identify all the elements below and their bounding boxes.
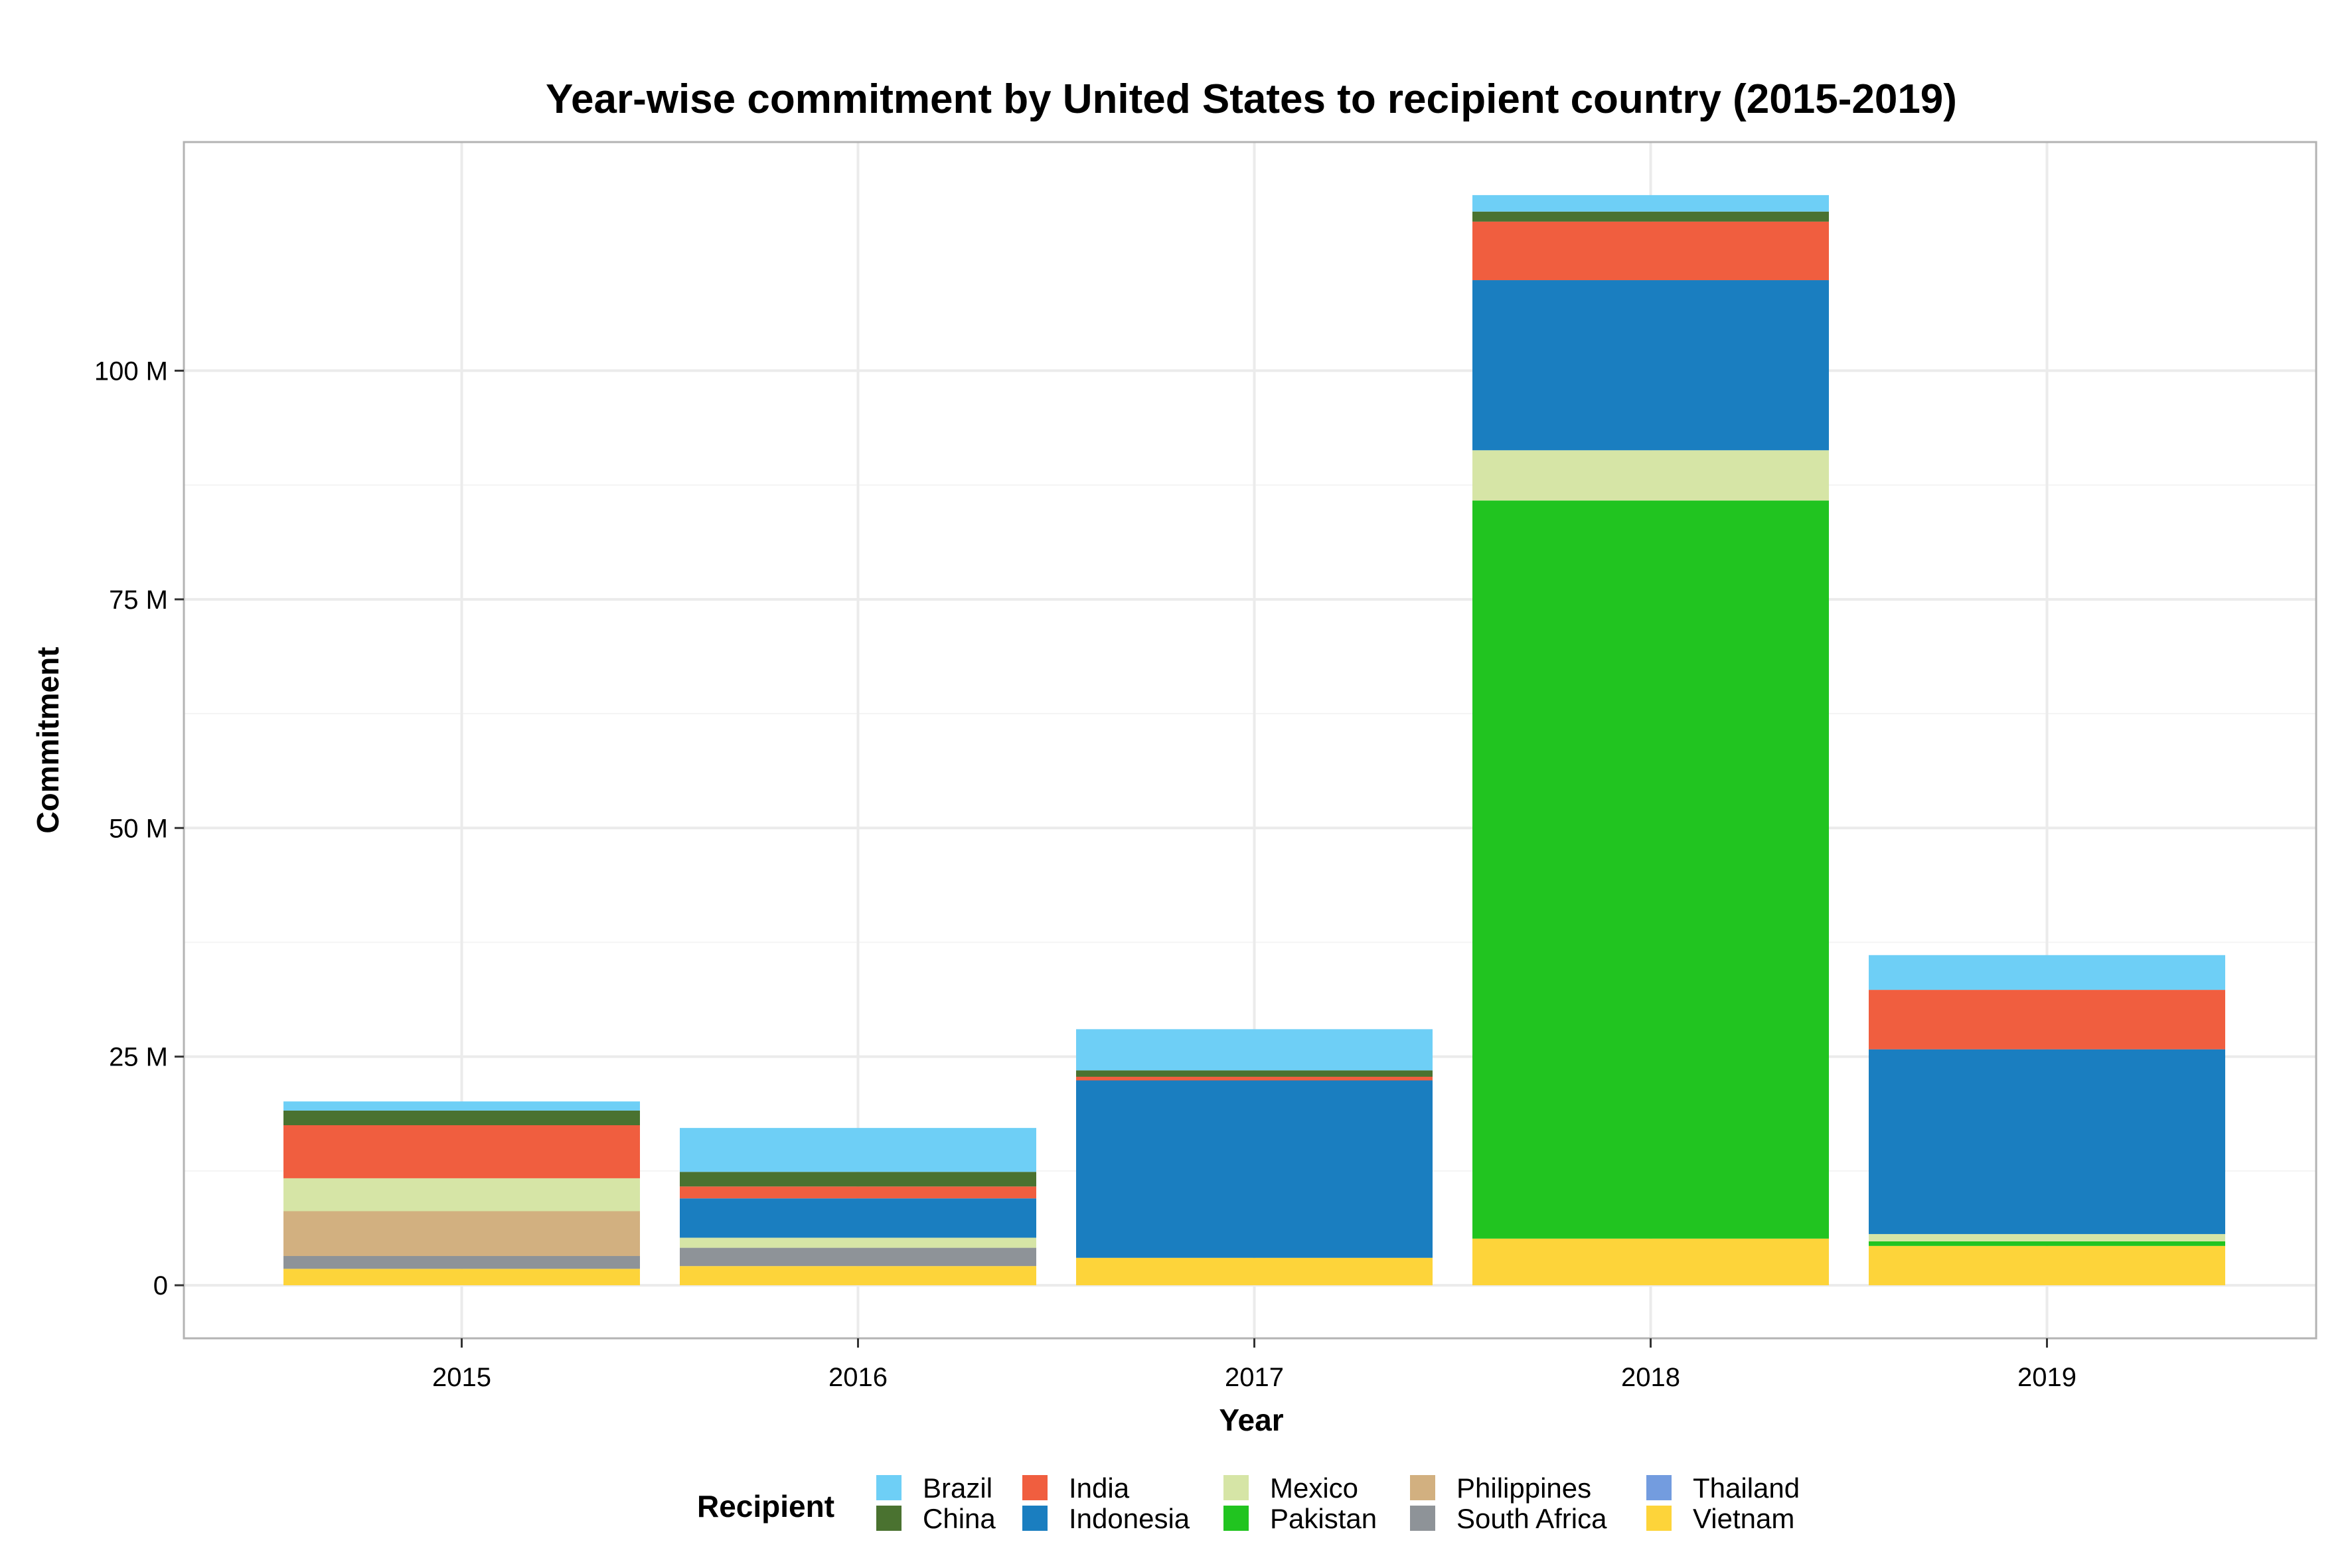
bar-segment-mexico-2015: [283, 1178, 640, 1212]
bar-segment-india-2019: [1869, 990, 2225, 1050]
bar-segment-south-africa-2016: [680, 1247, 1036, 1267]
legend-title: Recipient: [697, 1489, 834, 1524]
legend-label: Mexico: [1270, 1472, 1358, 1504]
legend-key-vietnam: [1646, 1506, 1672, 1531]
legend-key-mexico: [1223, 1475, 1249, 1500]
y-tick-label: 0: [153, 1271, 168, 1300]
bar-segment-vietnam-2016: [680, 1266, 1036, 1286]
y-axis: 0 25 M 50 M 75 M 100 M: [94, 356, 184, 1300]
bar-segment-vietnam-2018: [1472, 1238, 1829, 1286]
bar-segment-vietnam-2015: [283, 1269, 640, 1286]
bar-segment-brazil-2017: [1076, 1029, 1433, 1071]
legend-label: China: [923, 1503, 996, 1534]
legend-label: South Africa: [1456, 1503, 1607, 1534]
bar-segment-indonesia-2016: [680, 1198, 1036, 1238]
legend-label: Thailand: [1693, 1472, 1800, 1504]
legend-label: Philippines: [1456, 1472, 1591, 1504]
bar-segment-philippines-2015: [283, 1211, 640, 1257]
legend-key-brazil: [876, 1475, 902, 1500]
bar-segment-china-2015: [283, 1110, 640, 1126]
bar-segment-mexico-2019: [1869, 1233, 2225, 1241]
bar-segment-brazil-2018: [1472, 195, 1829, 212]
bar-segment-mexico-2016: [680, 1237, 1036, 1248]
plot-border: [183, 141, 2317, 1340]
bar-segment-brazil-2019: [1869, 955, 2225, 990]
legend-label: Indonesia: [1069, 1503, 1190, 1534]
x-axis: 2015 2016 2017 2018 2019: [432, 1338, 2077, 1392]
bar-segment-vietnam-2017: [1076, 1257, 1433, 1286]
y-tick-label: 25 M: [109, 1043, 168, 1072]
x-axis-title: Year: [1219, 1403, 1283, 1437]
legend-key-india: [1022, 1475, 1048, 1500]
legend-key-pakistan: [1223, 1506, 1249, 1531]
legend-key-philippines: [1410, 1475, 1435, 1500]
legend-label: Pakistan: [1270, 1503, 1377, 1534]
bar-segment-india-2017: [1076, 1076, 1433, 1081]
bar-segment-china-2017: [1076, 1070, 1433, 1077]
chart-title: Year-wise commitment by United States to…: [546, 76, 1957, 122]
legend-label: India: [1069, 1472, 1130, 1504]
bar-segment-indonesia-2017: [1076, 1080, 1433, 1258]
legend-key-thailand: [1646, 1475, 1672, 1500]
bar-segment-china-2018: [1472, 211, 1829, 222]
bar-segment-india-2015: [283, 1125, 640, 1178]
bar-segment-brazil-2016: [680, 1128, 1036, 1172]
x-tick-label: 2016: [828, 1363, 888, 1392]
bar-segment-india-2018: [1472, 221, 1829, 281]
legend-key-indonesia: [1022, 1506, 1048, 1531]
bar-segment-mexico-2018: [1472, 450, 1829, 501]
x-tick-label: 2018: [1621, 1363, 1680, 1392]
legend-label: Brazil: [923, 1472, 992, 1504]
bar-segment-indonesia-2018: [1472, 280, 1829, 451]
legend-key-south-africa: [1410, 1506, 1435, 1531]
y-axis-title: Commitment: [31, 647, 65, 833]
x-tick-label: 2017: [1225, 1363, 1284, 1392]
y-tick-label: 100 M: [94, 356, 168, 386]
x-tick-label: 2015: [432, 1363, 491, 1392]
bars: [283, 195, 2225, 1286]
bar-segment-pakistan-2019: [1869, 1241, 2225, 1246]
bar-segment-indonesia-2019: [1869, 1049, 2225, 1234]
bar-segment-brazil-2015: [283, 1101, 640, 1111]
bar-segment-pakistan-2018: [1472, 501, 1829, 1239]
bar-segment-india-2016: [680, 1186, 1036, 1199]
x-tick-label: 2019: [2017, 1363, 2077, 1392]
y-tick-label: 50 M: [109, 814, 168, 843]
bar-segment-vietnam-2019: [1869, 1245, 2225, 1286]
bar-segment-china-2016: [680, 1172, 1036, 1187]
bar-segment-south-africa-2015: [283, 1256, 640, 1269]
y-tick-label: 75 M: [109, 586, 168, 615]
legend-label: Vietnam: [1693, 1503, 1794, 1534]
legend-key-china: [876, 1506, 902, 1531]
